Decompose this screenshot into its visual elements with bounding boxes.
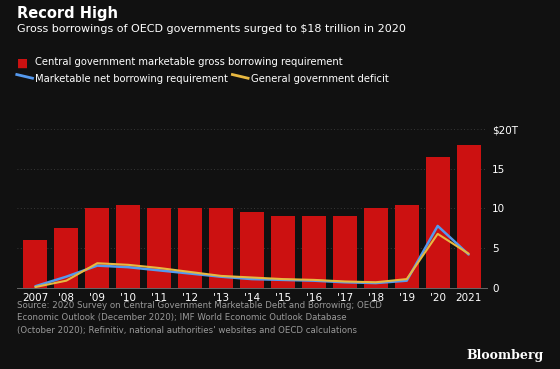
Bar <box>456 145 480 288</box>
Bar <box>85 208 109 288</box>
Bar <box>364 208 388 288</box>
Text: Source: 2020 Survey on Central Government Marketable Debt and Borrowing; OECD
Ec: Source: 2020 Survey on Central Governmen… <box>17 301 382 335</box>
Bar <box>116 204 140 288</box>
Text: General government deficit: General government deficit <box>251 74 389 84</box>
Bar <box>54 228 78 288</box>
Bar <box>302 216 326 288</box>
Text: Marketable net borrowing requirement: Marketable net borrowing requirement <box>35 74 228 84</box>
Text: ■: ■ <box>17 57 28 70</box>
Bar <box>178 208 202 288</box>
Bar <box>426 157 450 288</box>
Bar <box>209 208 233 288</box>
Text: Central government marketable gross borrowing requirement: Central government marketable gross borr… <box>35 57 342 67</box>
Text: Bloomberg: Bloomberg <box>466 349 543 362</box>
Bar <box>240 213 264 288</box>
Bar <box>147 208 171 288</box>
Bar <box>395 204 419 288</box>
Bar <box>333 216 357 288</box>
Bar <box>271 216 295 288</box>
Text: Record High: Record High <box>17 6 118 21</box>
Text: Gross borrowings of OECD governments surged to $18 trillion in 2020: Gross borrowings of OECD governments sur… <box>17 24 405 34</box>
Bar <box>24 240 48 288</box>
